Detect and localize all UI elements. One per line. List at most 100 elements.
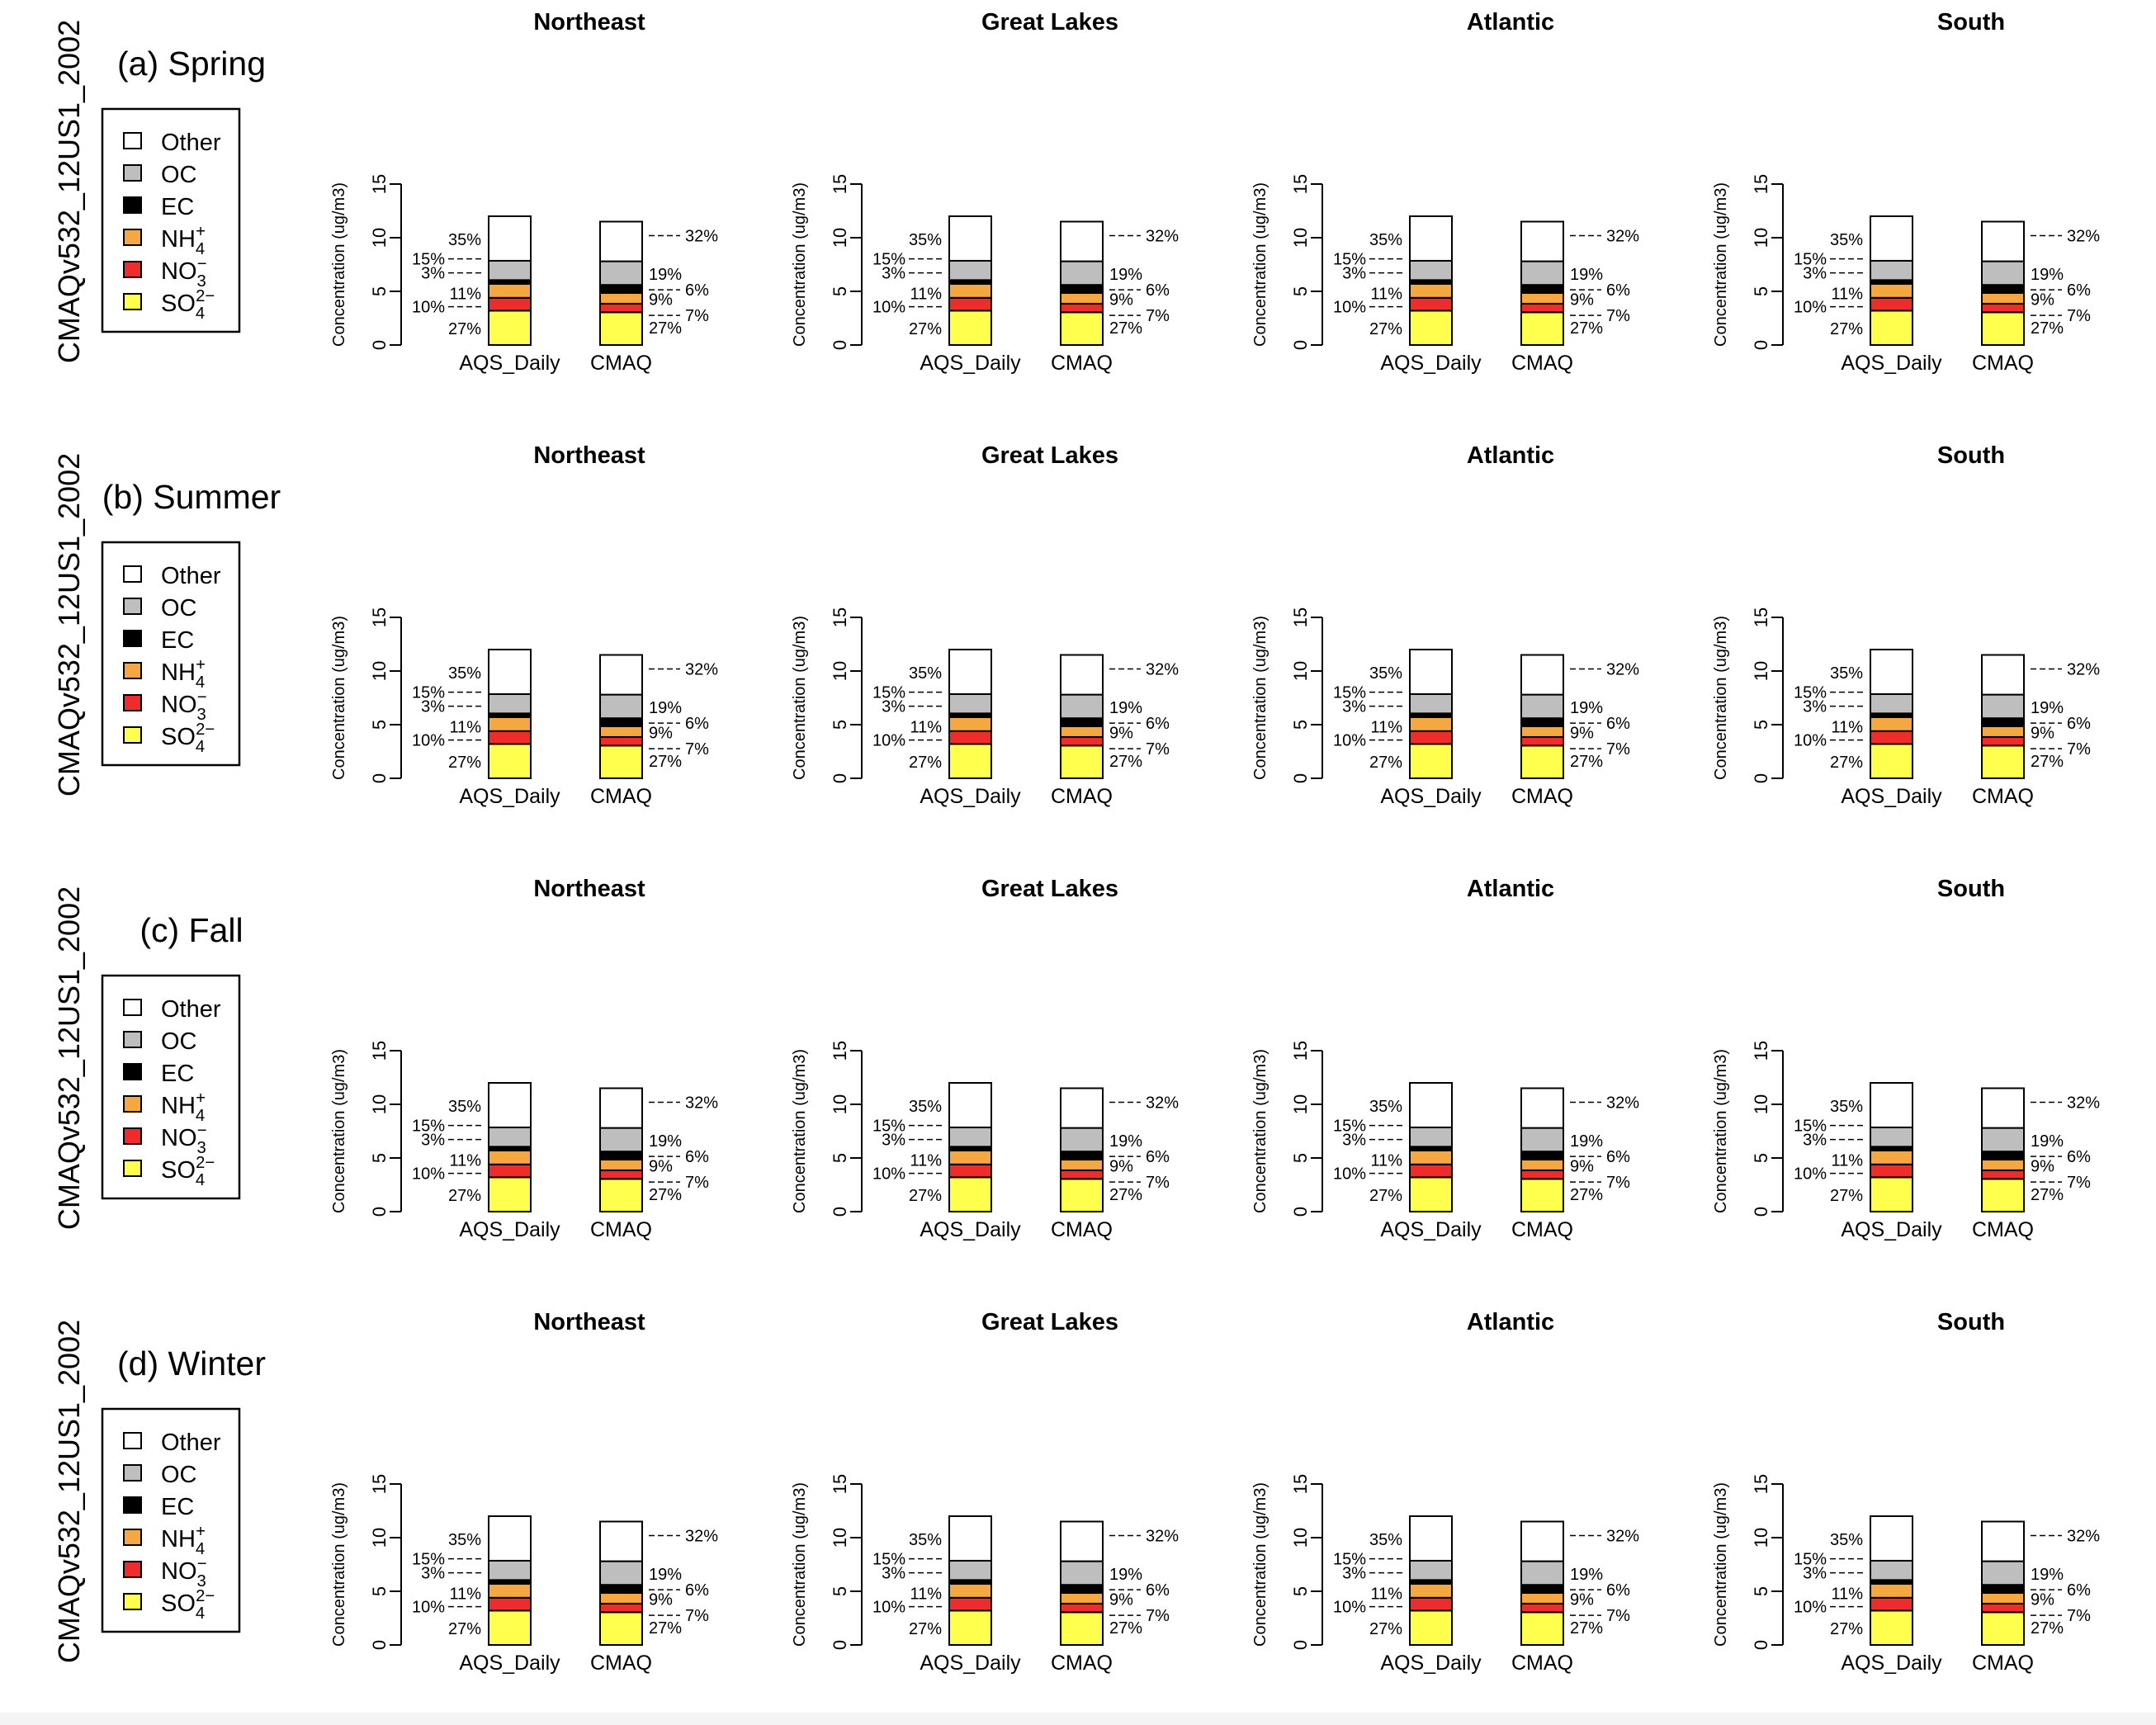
panel-northeast: Northeast 0 5 10 15 Concentration (ug/m3) AQS_… [330, 442, 718, 808]
panel-south: South 0 5 10 15 Concentration (ug/m3) AQS_Dail… [1712, 876, 2100, 1241]
bar-segment-cmaq-so4 [1981, 311, 2025, 347]
pct-label-cmaq-so4: 27% [1570, 1619, 1603, 1638]
pct-label-cmaq-ec: 6% [1146, 715, 1170, 733]
x-tick-label: AQS_Daily [459, 1652, 560, 1675]
bar-segment-cmaq-no3 [1520, 1169, 1564, 1180]
pct-label-aqs-nh4: 11% [449, 285, 481, 303]
legend-label-no3: NO3− [161, 688, 207, 724]
legend-label-so4: SO42− [161, 287, 215, 323]
x-tick-label: AQS_Daily [1380, 352, 1482, 375]
bar-segment-cmaq-nh4 [1981, 291, 2025, 305]
y-tick-label: 0 [1290, 340, 1311, 350]
bar-segment-aqs_daily-nh4 [488, 282, 532, 299]
bar-segment-cmaq-oc [599, 260, 643, 286]
x-tick-label: AQS_Daily [1841, 352, 1942, 375]
bar-segment-cmaq-ec [1060, 717, 1104, 727]
legend-label-other: Other [161, 996, 221, 1023]
bar-segment-aqs_daily-no3 [488, 296, 532, 312]
y-tick-label: 15 [1751, 1041, 1771, 1061]
bar-segment-aqs_daily-nh4 [488, 1582, 532, 1599]
panel-title: Atlantic [1467, 876, 1554, 902]
pct-label-cmaq-oc: 19% [2031, 1132, 2064, 1151]
bar-segment-cmaq-oc [599, 1127, 643, 1153]
bar-segment-cmaq-oc [1060, 260, 1104, 286]
bar-segment-aqs_daily-so4 [1870, 310, 1913, 346]
legend-swatch-oc [123, 1464, 142, 1482]
pct-label-cmaq-no3: 7% [1606, 1607, 1630, 1625]
bar-segment-aqs_daily-nh4 [948, 282, 992, 299]
panel-great-lakes: Great Lakes 0 5 10 15 Concentration (ug/m3) AQ… [791, 442, 1179, 808]
panel-title: Great Lakes [981, 1309, 1118, 1335]
panel-title: Great Lakes [981, 442, 1118, 469]
pct-label-cmaq-nh4: 9% [649, 1590, 673, 1609]
y-axis-label: Concentration (ug/m3) [791, 182, 809, 347]
pct-label-aqs-no3: 10% [1794, 1599, 1827, 1617]
legend-swatch-so4 [123, 1593, 142, 1610]
pct-label-cmaq-oc: 19% [1570, 1132, 1603, 1151]
x-tick-label: CMAQ [1511, 1218, 1573, 1241]
y-tick-label: 10 [830, 661, 850, 681]
season-label: (b) Summer [102, 478, 281, 516]
panel-title: Atlantic [1467, 442, 1554, 469]
pct-label-aqs-other: 35% [448, 231, 481, 249]
bar-segment-cmaq-other [1981, 1087, 2025, 1129]
legend-swatch-no3 [123, 1561, 142, 1578]
legend-swatch-ec [123, 1063, 142, 1080]
bar-segment-aqs_daily-other [1409, 649, 1453, 695]
x-tick-label: CMAQ [1051, 1652, 1113, 1675]
bar-segment-aqs_daily-other [1870, 215, 1913, 262]
bar-segment-cmaq-oc [1060, 1127, 1104, 1153]
y-tick-label: 0 [1751, 1207, 1771, 1217]
bar-segment-cmaq-other [1520, 1087, 1564, 1129]
legend-swatch-other [123, 1432, 142, 1449]
legend-label-oc: OC [161, 1028, 197, 1055]
x-tick-label: CMAQ [1972, 352, 2034, 375]
y-axis-label: Concentration (ug/m3) [1251, 616, 1269, 780]
pct-label-cmaq-no3: 7% [685, 1607, 709, 1625]
legend-swatch-so4 [123, 293, 142, 310]
bar-segment-aqs_daily-oc [1409, 1559, 1453, 1581]
pct-label-cmaq-so4: 27% [2031, 1186, 2064, 1204]
y-tick-label: 0 [369, 1640, 390, 1650]
pct-label-cmaq-oc: 19% [1109, 1566, 1142, 1584]
pct-label-aqs-nh4: 11% [1370, 1585, 1402, 1603]
pct-label-aqs-so4: 27% [1830, 754, 1863, 772]
bar-segment-aqs_daily-no3 [488, 1596, 532, 1612]
bar-segment-aqs_daily-no3 [488, 730, 532, 745]
bar-segment-cmaq-no3 [1981, 735, 2025, 747]
y-axis-label: Concentration (ug/m3) [1251, 182, 1269, 347]
bar-segment-aqs_daily-so4 [1409, 743, 1453, 779]
pct-label-cmaq-ec: 6% [1606, 1581, 1630, 1600]
y-tick-label: 15 [830, 1041, 850, 1061]
pct-label-cmaq-other: 32% [685, 1528, 718, 1546]
bar-segment-cmaq-ec [1060, 284, 1104, 294]
pct-label-cmaq-ec: 6% [1606, 715, 1630, 733]
pct-label-aqs-nh4: 11% [910, 718, 942, 736]
x-tick-label: CMAQ [1511, 352, 1573, 375]
pct-label-cmaq-no3: 7% [1146, 1607, 1170, 1625]
panel-atlantic: Atlantic 0 5 10 15 Concentration (ug/m3) AQS_D… [1251, 442, 1639, 808]
y-tick-label: 5 [830, 1586, 850, 1596]
pct-label-aqs-oc: 15% [872, 1118, 905, 1136]
bar-segment-cmaq-oc [1520, 1127, 1564, 1153]
pct-label-cmaq-no3: 7% [2067, 1174, 2091, 1192]
pct-label-aqs-other: 35% [909, 1531, 942, 1549]
bar-segment-aqs_daily-other [488, 1515, 532, 1562]
legend-swatch-nh4 [123, 662, 142, 679]
bar-segment-aqs_daily-nh4 [488, 1149, 532, 1165]
pct-label-aqs-no3: 10% [1794, 1165, 1827, 1184]
panel-title: Northeast [533, 876, 645, 902]
bar-segment-aqs_daily-nh4 [1409, 716, 1453, 732]
pct-label-aqs-no3: 10% [872, 732, 905, 750]
panel-great-lakes: Great Lakes 0 5 10 15 Concentration (ug/m3) AQ… [791, 1309, 1179, 1675]
pct-label-cmaq-ec: 6% [2067, 1581, 2091, 1600]
pct-label-aqs-ec: 3% [1803, 265, 1827, 283]
bar-segment-aqs_daily-so4 [1870, 1176, 1913, 1212]
run-label: CMAQv532_12US1_2002 [52, 886, 86, 1230]
y-tick-label: 0 [830, 773, 850, 783]
pct-label-aqs-nh4: 11% [1831, 1585, 1863, 1603]
pct-label-aqs-nh4: 11% [1370, 718, 1402, 736]
pct-label-aqs-other: 35% [1369, 231, 1402, 249]
pct-label-cmaq-so4: 27% [1109, 753, 1142, 771]
y-tick-label: 15 [369, 1474, 390, 1494]
